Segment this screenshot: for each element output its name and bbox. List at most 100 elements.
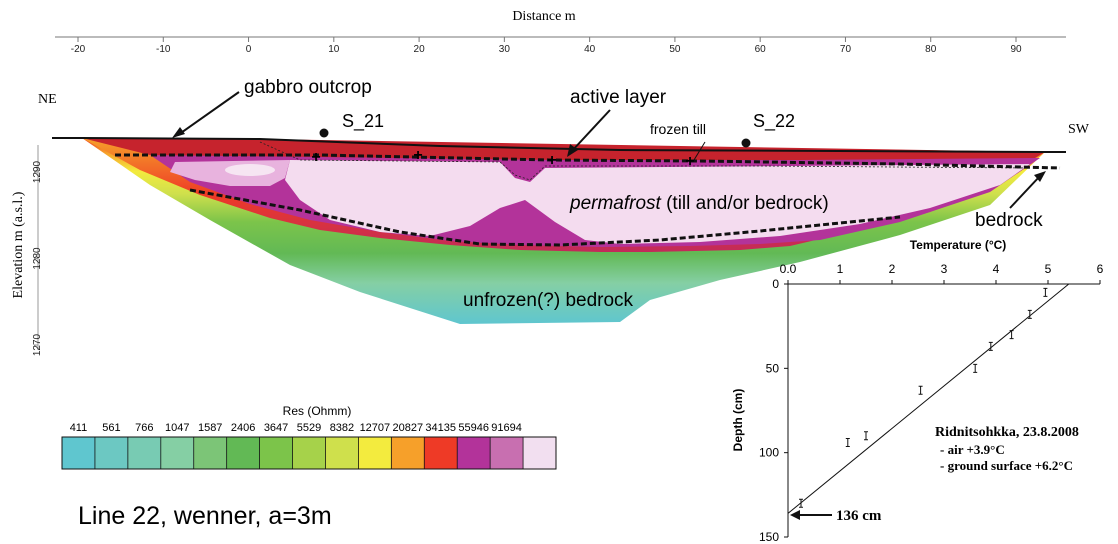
colorbar-cell (127, 437, 162, 469)
cross-marker: + (685, 153, 694, 170)
depth-tick-label: 50 (766, 361, 780, 375)
depth-tick-label: 100 (759, 446, 779, 460)
depth-tick-label: 150 (759, 530, 779, 544)
temperature-point (988, 341, 993, 351)
depth-axis-title: Depth (cm) (731, 389, 745, 452)
temperature-tick-label: 1 (837, 262, 844, 276)
colorbar-cells (62, 437, 557, 469)
distance-tick-label: 90 (1010, 44, 1022, 55)
colorbar-cell (160, 437, 195, 469)
depth-tick-label: 0 (772, 277, 779, 291)
colorbar-cell (62, 437, 96, 469)
temperature-tick-label: 4 (993, 262, 1000, 276)
colorbar-cell (226, 437, 261, 469)
elevation-ticks: 1290 1280 1270 (32, 160, 43, 356)
label-active-layer: active layer (570, 87, 667, 108)
colorbar-cell (94, 437, 129, 469)
gabbro-arrowhead (172, 127, 185, 138)
till-bottom-line (259, 141, 1031, 181)
colorbar-value: 2406 (231, 422, 255, 434)
label-s22: S_22 (753, 111, 795, 132)
profile-caption: Line 22, wenner, a=3m (78, 502, 332, 530)
distance-axis-title: Distance m (512, 9, 575, 24)
resistivity-colorbar: Res (Ohmm) 411 561 766 1047 1587 2406 3647 5529… (61, 404, 557, 470)
colorbar-value: 1047 (165, 422, 189, 434)
temperature-ticks: 0.0 1 2 3 4 5 6 (780, 262, 1104, 284)
distance-axis: -20 -10 0 10 20 30 40 50 60 70 80 90 Distance m (55, 9, 1066, 55)
colorbar-value: 12707 (360, 422, 391, 434)
colorbar-value: 3647 (264, 422, 288, 434)
boundary-lower-dashed (189, 188, 901, 247)
label-sw: SW (1068, 122, 1090, 137)
colorbar-cell (523, 437, 557, 469)
distance-tick-label: 0 (246, 44, 252, 55)
distance-tick-label: 40 (584, 44, 596, 55)
temperature-point (864, 431, 868, 441)
colorbar-value: 5529 (297, 422, 321, 434)
temperature-tick-label: 3 (941, 262, 948, 276)
cross-marker: + (413, 147, 422, 164)
colorbar-cell (325, 437, 359, 469)
temperature-point (918, 385, 923, 395)
frozen-till-pointer (693, 141, 706, 161)
temperature-point (1043, 287, 1048, 297)
section-annotations: NE SW gabbro outcrop active layer frozen… (38, 77, 1090, 530)
label-s21: S_21 (342, 111, 384, 132)
s22-site-marker (741, 138, 751, 148)
depth-ticks: 0 50 100 150 (759, 277, 788, 544)
distance-tick-label: 80 (925, 44, 937, 55)
colorbar-title: Res (Ohmm) (283, 404, 352, 418)
colorbar-cell (358, 437, 392, 469)
temperature-point (973, 363, 978, 373)
label-gabbro-outcrop: gabbro outcrop (244, 77, 372, 98)
distance-tick-label: 70 (840, 44, 852, 55)
colorbar-cell (457, 437, 491, 469)
permafrost-bright-core (225, 164, 275, 176)
label-ne: NE (38, 92, 57, 107)
colorbar-value: 561 (102, 422, 120, 434)
colorbar-cell (259, 437, 294, 469)
cross-marker: + (311, 149, 320, 166)
cross-marker: + (547, 152, 556, 169)
distance-tick-label: 20 (414, 44, 426, 55)
gabbro-arrow (177, 91, 240, 136)
colorbar-value: 91694 (491, 422, 522, 434)
temperature-tick-label: 2 (889, 262, 896, 276)
distance-tick-label: -20 (71, 44, 86, 55)
temperature-point (1027, 309, 1032, 319)
temperature-axis-title: Temperature (°C) (910, 238, 1007, 252)
plot-title: Ridnitsohkka, 23.8.2008 (935, 425, 1079, 440)
ground-surface-line (52, 137, 1066, 153)
bedrock-arrowhead (1034, 171, 1046, 182)
colorbar-value: 8382 (330, 422, 354, 434)
borehole-markers: + + + + (311, 128, 751, 170)
colorbar-value: 34135 (425, 422, 456, 434)
elevation-axis-title: Elevation m (a.s.l.) (11, 191, 26, 298)
colorbar-cell (490, 437, 524, 469)
elevation-tick-label: 1270 (32, 333, 43, 356)
boundary-upper-dashed (115, 153, 1061, 170)
active-layer-arrowhead (567, 144, 578, 157)
colorbar-value-labels: 411 561 766 1047 1587 2406 3647 5529 8382 12707 20… (70, 422, 522, 434)
label-permafrost: permafrost (till and/or bedrock) (569, 193, 829, 214)
distance-tick-label: -10 (156, 44, 171, 55)
temperature-tick-label: 6 (1097, 262, 1104, 276)
resistivity-section (52, 137, 1066, 324)
note-air: - air +3.9°C (940, 442, 1005, 457)
label-unfrozen-bedrock: unfrozen(?) bedrock (463, 290, 634, 311)
label-bedrock: bedrock (975, 210, 1043, 231)
elevation-tick-label: 1290 (32, 160, 43, 183)
colorbar-value: 1587 (198, 422, 222, 434)
temperature-point (1009, 330, 1014, 340)
label-permafrost-rest: (till and/or bedrock) (661, 193, 829, 214)
elevation-tick-label: 1280 (32, 247, 43, 270)
temperature-points (799, 287, 1048, 508)
colorbar-cell (391, 437, 425, 469)
depth-136-arrowhead (790, 510, 800, 520)
distance-ticks: -20 -10 0 10 20 30 40 50 60 70 80 90 (71, 37, 1022, 55)
distance-tick-label: 60 (755, 44, 767, 55)
colorbar-cell (193, 437, 228, 469)
active-layer-arrow (570, 109, 611, 153)
distance-tick-label: 10 (328, 44, 340, 55)
